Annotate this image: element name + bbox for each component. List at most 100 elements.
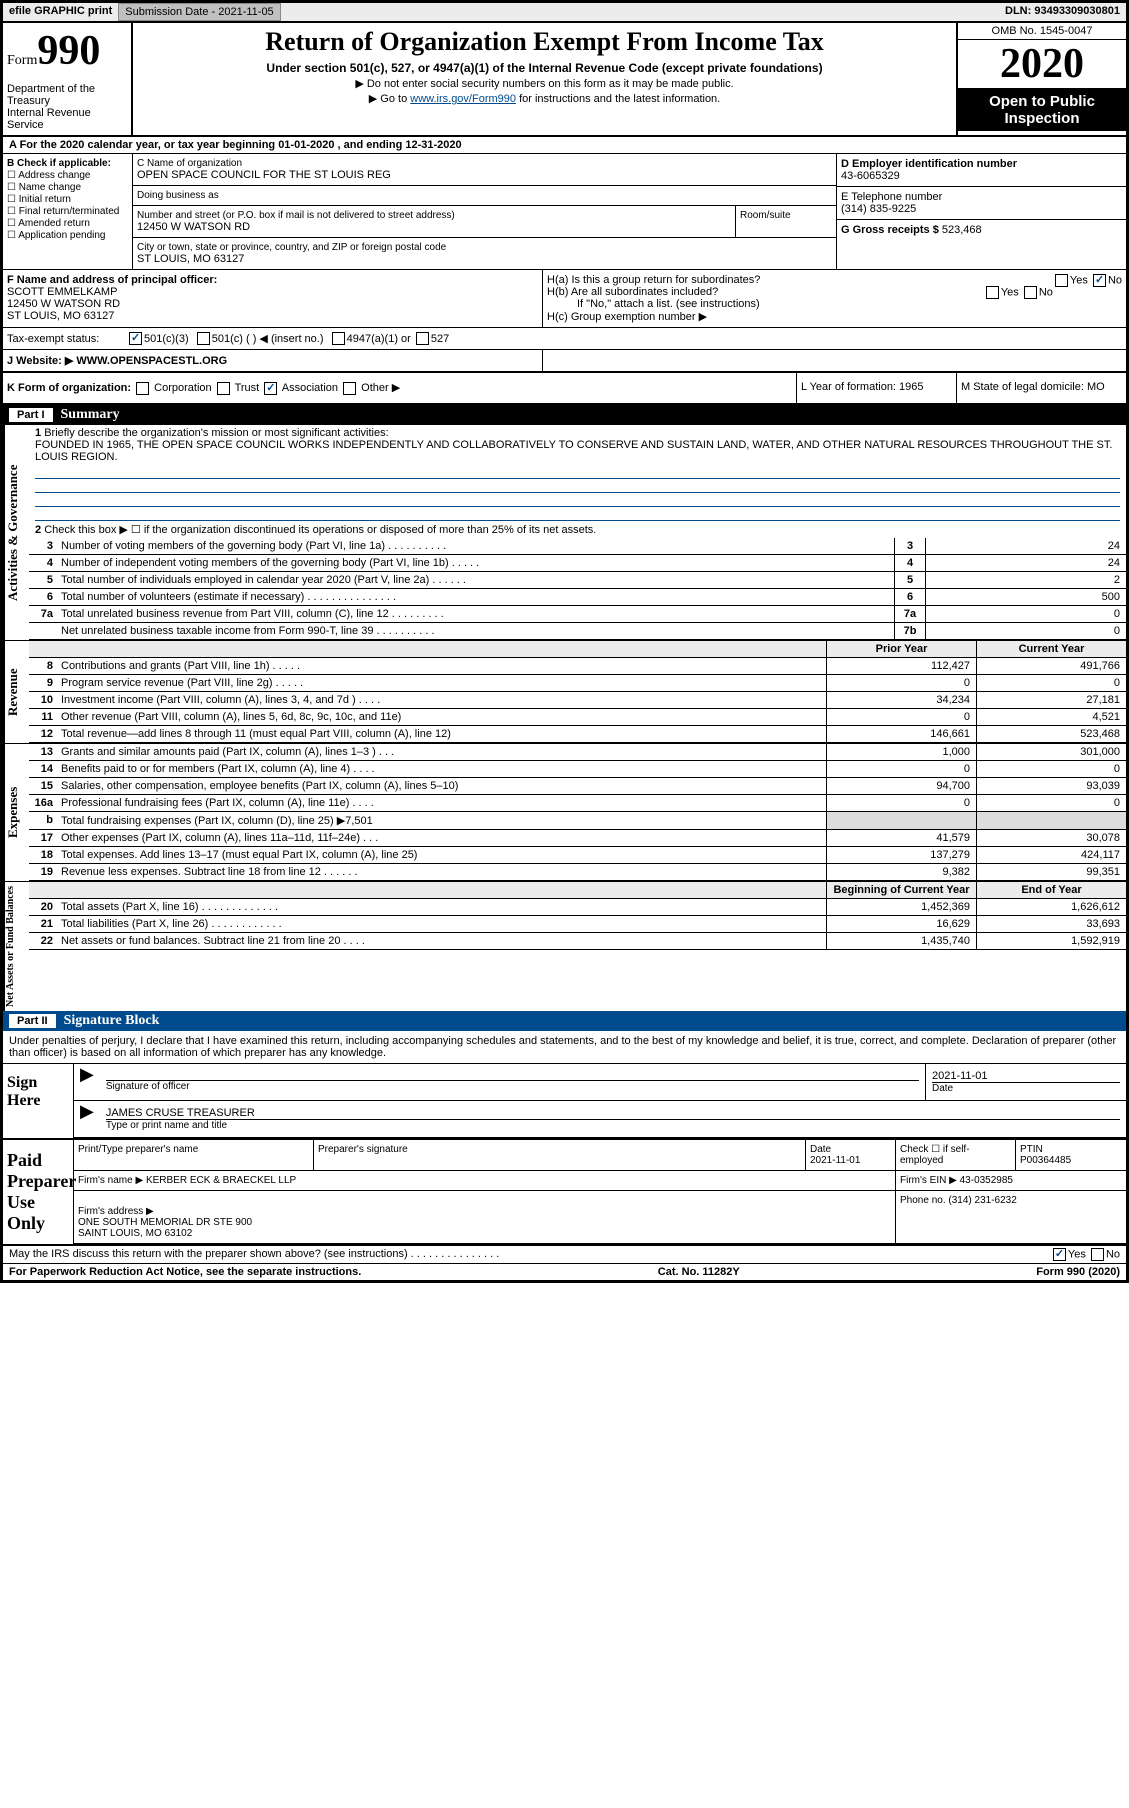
firm-ein-value: 43-0352985 [960,1175,1013,1186]
hdr-end-year: End of Year [976,882,1126,898]
current-year-value: 0 [976,675,1126,691]
firm-addr-value: ONE SOUTH MEMORIAL DR STE 900 SAINT LOUI… [78,1217,252,1239]
hb-yesno: Yes No [984,286,1053,299]
sign-block: Sign Here ▶ Signature of officer 2021-11… [3,1064,1126,1140]
data-line: 19Revenue less expenses. Subtract line 1… [29,864,1126,881]
sig-officer-label: Signature of officer [106,1080,919,1092]
hb-no-checkbox[interactable] [1024,286,1037,299]
part2-bar: Part II Signature Block [3,1011,1126,1031]
discuss-yes-checkbox[interactable] [1053,1248,1066,1261]
line-text: Total expenses. Add lines 13–17 (must eq… [57,847,826,863]
line-text: Other revenue (Part VIII, column (A), li… [57,709,826,725]
line-value: 500 [926,589,1126,605]
cb-name-change[interactable]: ☐ Name change [7,182,128,193]
title-block: Return of Organization Exempt From Incom… [133,23,956,135]
data-line: 22Net assets or fund balances. Subtract … [29,933,1126,950]
prior-year-value [826,812,976,829]
hb-yes-checkbox[interactable] [986,286,999,299]
cb-other[interactable] [343,382,356,395]
irs-link[interactable]: www.irs.gov/Form990 [410,93,516,105]
current-year-value: 0 [976,795,1126,811]
footer: For Paperwork Reduction Act Notice, see … [3,1264,1126,1280]
state-domicile: M State of legal domicile: MO [956,373,1126,403]
box-f: F Name and address of principal officer:… [3,270,543,327]
line-text: Total fundraising expenses (Part IX, col… [57,812,826,829]
ein-label: D Employer identification number [841,158,1122,170]
line2-text: Check this box ▶ ☐ if the organization d… [44,524,596,536]
prep-self-emp[interactable]: Check ☐ if self-employed [896,1140,1016,1170]
side-expenses: Expenses [3,744,29,881]
na-header: Beginning of Current Year End of Year [29,882,1126,899]
part2-label: Part II [9,1014,56,1028]
side-netassets: Net Assets or Fund Balances [3,882,29,1011]
firm-phone-value: (314) 231-6232 [948,1195,1016,1206]
penalty-text: Under penalties of perjury, I declare th… [3,1031,1126,1064]
cb-association[interactable] [264,382,277,395]
ein-value: 43-6065329 [841,170,1122,182]
data-line: 8Contributions and grants (Part VIII, li… [29,658,1126,675]
hdr-prior-year: Prior Year [826,641,976,657]
cb-amended-return[interactable]: ☐ Amended return [7,218,128,229]
line-text: Total assets (Part X, line 16) . . . . .… [57,899,826,915]
preparer-block: Paid Preparer Use Only Print/Type prepar… [3,1140,1126,1246]
line-text: Professional fundraising fees (Part IX, … [57,795,826,811]
data-line: 12Total revenue—add lines 8 through 11 (… [29,726,1126,743]
line-num: 20 [29,899,57,915]
line-value: 24 [926,538,1126,554]
line-box: 7b [894,623,926,639]
ha-no-checkbox[interactable] [1093,274,1106,287]
footer-form: Form 990 (2020) [1036,1266,1120,1278]
line-text: Total liabilities (Part X, line 26) . . … [57,916,826,932]
line-text: Revenue less expenses. Subtract line 18 … [57,864,826,880]
prior-year-value: 0 [826,761,976,777]
line-text: Program service revenue (Part VIII, line… [57,675,826,691]
cb-4947[interactable] [332,332,345,345]
data-line: bTotal fundraising expenses (Part IX, co… [29,812,1126,830]
line-num: 11 [29,709,57,725]
line-num: 15 [29,778,57,794]
prior-year-value: 0 [826,795,976,811]
line1-label: Briefly describe the organization's miss… [44,427,388,439]
box-h: H(a) Is this a group return for subordin… [543,270,1126,327]
cb-527[interactable] [416,332,429,345]
cb-corporation[interactable] [136,382,149,395]
current-year-value: 27,181 [976,692,1126,708]
data-line: 16aProfessional fundraising fees (Part I… [29,795,1126,812]
cb-app-pending[interactable]: ☐ Application pending [7,230,128,241]
cb-501c[interactable] [197,332,210,345]
current-year-value: 0 [976,761,1126,777]
cb-address-change[interactable]: ☐ Address change [7,170,128,181]
prior-year-value: 0 [826,709,976,725]
form-title: Return of Organization Exempt From Incom… [137,27,952,57]
line-value: 2 [926,572,1126,588]
prior-year-value: 9,382 [826,864,976,880]
line-num: 17 [29,830,57,846]
cb-trust[interactable] [217,382,230,395]
dln-label: DLN: 93493309030801 [999,3,1126,21]
website-value[interactable]: WWW.OPENSPACESTL.ORG [76,355,227,367]
line-text: Salaries, other compensation, employee b… [57,778,826,794]
line-text: Investment income (Part VIII, column (A)… [57,692,826,708]
box-b: B Check if applicable: ☐ Address change … [3,154,133,269]
prep-ptin: PTIN P00364485 [1016,1140,1126,1170]
cb-final-return[interactable]: ☐ Final return/terminated [7,206,128,217]
current-year-value: 30,078 [976,830,1126,846]
arrow-icon: ▶ [74,1064,100,1100]
cb-initial-return[interactable]: ☐ Initial return [7,194,128,205]
ha-yes-checkbox[interactable] [1055,274,1068,287]
room-label: Room/suite [740,210,832,221]
hdr-begin-year: Beginning of Current Year [826,882,976,898]
discuss-no-checkbox[interactable] [1091,1248,1104,1261]
form-header: Form990 Department of the Treasury Inter… [3,23,1126,137]
submission-date-button[interactable]: Submission Date - 2021-11-05 [118,3,280,21]
line-text: Net assets or fund balances. Subtract li… [57,933,826,949]
open-to-public: Open to Public Inspection [958,89,1126,131]
data-line: 10Investment income (Part VIII, column (… [29,692,1126,709]
line-text: Number of voting members of the governin… [57,538,894,554]
summary-line: 4Number of independent voting members of… [29,555,1126,572]
city-label: City or town, state or province, country… [137,242,832,253]
line-box: 5 [894,572,926,588]
efile-label[interactable]: efile GRAPHIC print [3,3,118,21]
prep-name-label: Print/Type preparer's name [74,1140,314,1170]
cb-501c3[interactable] [129,332,142,345]
